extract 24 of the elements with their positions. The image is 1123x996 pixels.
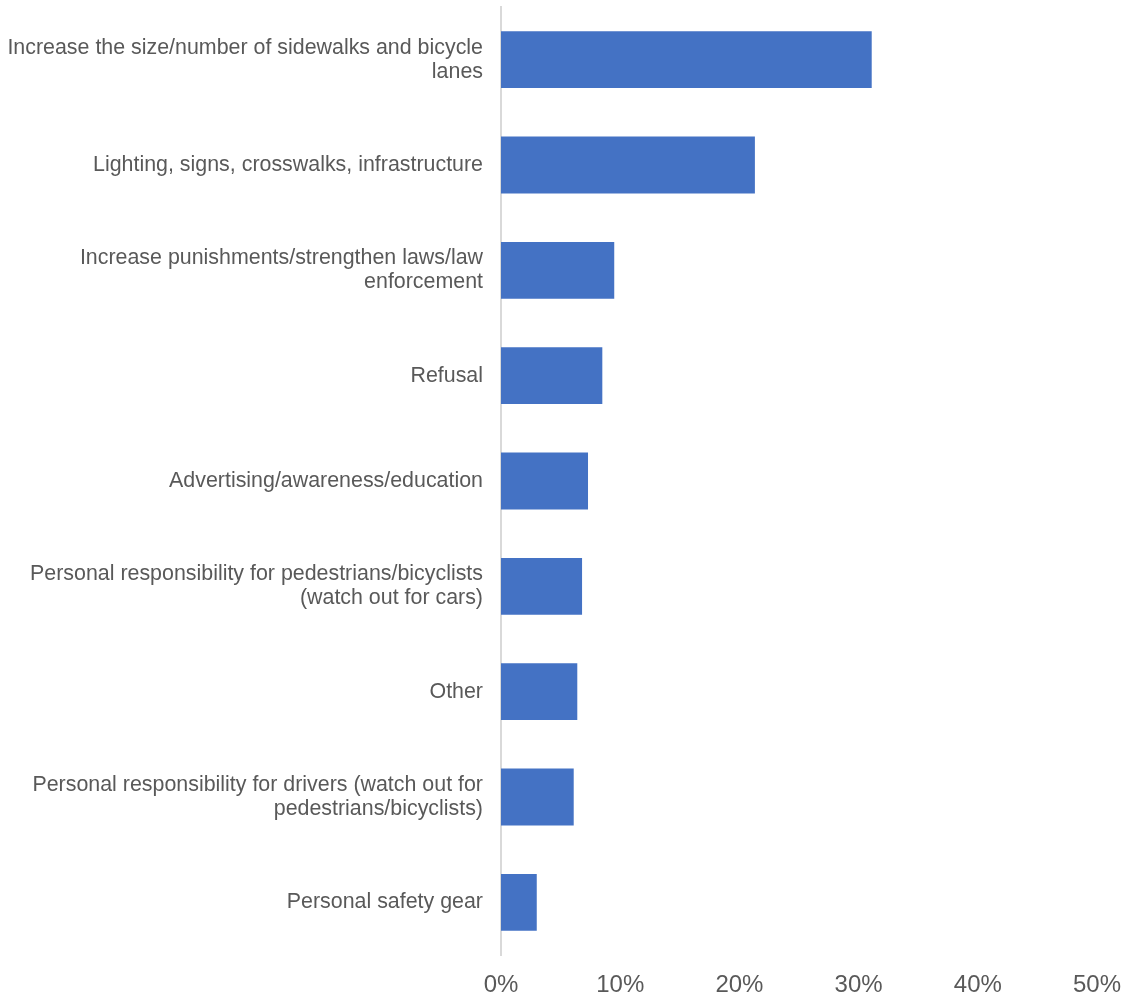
x-tick-label: 30% (834, 970, 883, 996)
y-tick-label: Lighting, signs, crosswalks, infrastructure (93, 151, 483, 176)
y-tick-label: Personal responsibility for pedestrians/bicyclists (watch out for cars) (30, 561, 483, 610)
x-tick-label: 20% (715, 970, 764, 996)
y-tick-label: Personal responsibility for drivers (watch out for pedestrians/bicyclists) (32, 771, 483, 820)
y-tick-label: Advertising/awareness/education (169, 467, 483, 492)
y-tick-label: Other (429, 678, 483, 703)
y-tick-label: Increase the size/number of sidewalks and bicycle lanes (7, 34, 483, 83)
bar (501, 347, 603, 405)
bar (501, 873, 537, 931)
bar (501, 452, 589, 510)
bar (501, 557, 583, 615)
y-tick-label: Increase punishments/strengthen laws/law enforcement (79, 245, 484, 294)
y-tick-label: Personal safety gear (286, 889, 483, 914)
x-tick-label: 50% (1072, 970, 1122, 996)
x-tick-label: 40% (953, 970, 1002, 996)
bar (501, 663, 578, 721)
bar (501, 31, 872, 89)
x-tick-label: 0% (483, 970, 519, 996)
bar (501, 136, 755, 194)
bar (501, 241, 615, 299)
x-tick-label: 10% (596, 970, 645, 996)
y-tick-label: Refusal (410, 362, 483, 387)
bar (501, 768, 574, 826)
